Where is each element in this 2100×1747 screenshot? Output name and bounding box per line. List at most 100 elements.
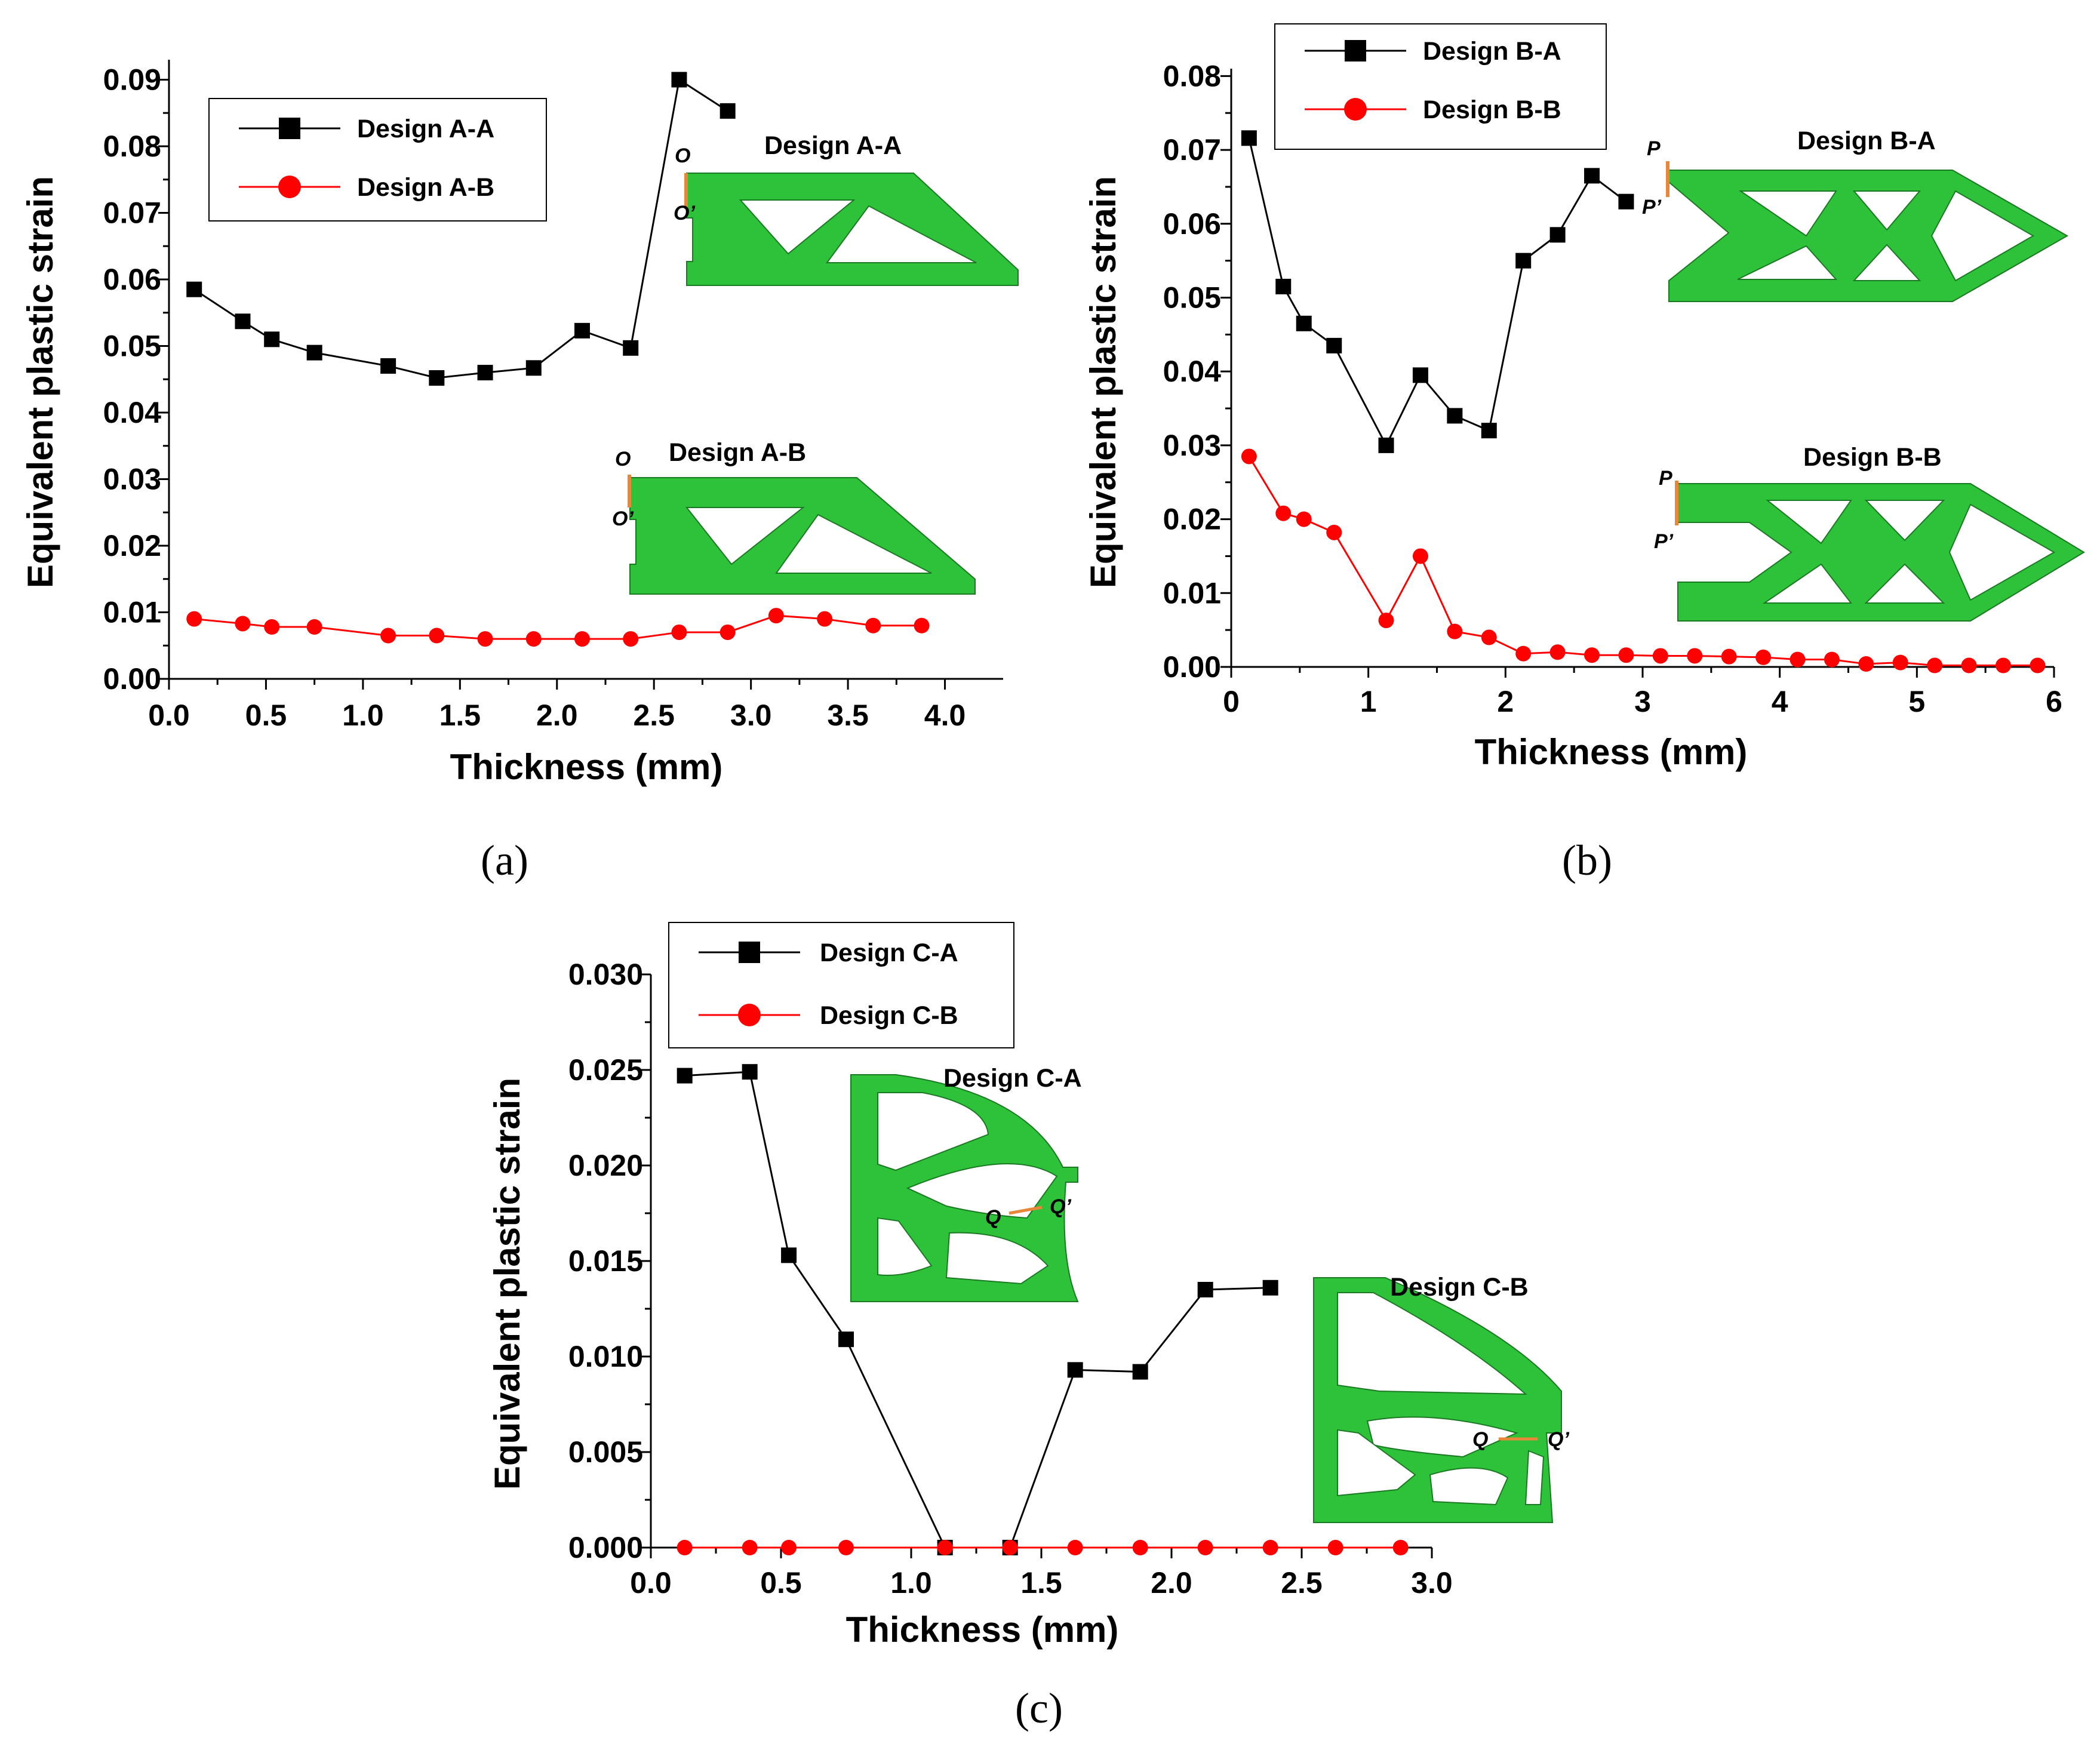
chart-c-marks: 0.0 0.5 1.0 1.5 2.0 2.5 3.0 0.000 0.005 0.010 0.01… — [568, 958, 1453, 1600]
chart-b-marks: 0 1 2 3 4 5 6 0.00 0.01 0.02 0.03 0.04 0.05 0.06 0.07 0… — [1163, 59, 2062, 718]
chart-b-series-2-point — [2030, 657, 2046, 673]
chart-b-series-2-point — [1652, 648, 1668, 664]
chart-a-series-2-point — [186, 611, 202, 627]
chart-b-y-tick-label: 0.08 — [1163, 59, 1221, 93]
inset-b-b-point-top: P — [1659, 467, 1672, 490]
chart-b-series-2-point — [1378, 613, 1394, 629]
chart-b-y-tick-label: 0.06 — [1163, 207, 1221, 241]
chart-c-series-2-point — [781, 1540, 797, 1555]
chart-a-y-tick-label: 0.06 — [103, 263, 161, 296]
inset-b-a-point-top: P — [1647, 137, 1661, 160]
chart-c-x-tick-label: 2.0 — [1151, 1566, 1192, 1600]
chart-b-series-1-point — [1241, 130, 1257, 146]
chart-a-xlabel: Thickness (mm) — [450, 747, 723, 787]
chart-b-y-tick-label: 0.05 — [1163, 281, 1221, 314]
chart-panel-c: 0.0 0.5 1.0 1.5 2.0 2.5 3.0 0.000 0.005 0.010 0.01… — [487, 922, 1569, 1732]
chart-a-y-tick-label: 0.01 — [103, 595, 161, 629]
legend-c-label-series-1: Design C-A — [820, 939, 958, 967]
chart-a-x-tick-label: 3.0 — [730, 699, 772, 732]
panel-label-c: (c) — [1015, 1684, 1063, 1732]
chart-c-y-tick-label: 0.010 — [568, 1340, 643, 1373]
chart-b-series-2-point — [1858, 656, 1874, 672]
chart-c-series-1-point — [838, 1331, 854, 1348]
chart-c-series-2-point — [838, 1540, 854, 1555]
chart-b-ylabel: Equivalent plastic strain — [1083, 176, 1123, 588]
inset-a-b-point-bottom: O’ — [612, 508, 634, 530]
chart-c-y-tick-label: 0.020 — [568, 1149, 643, 1182]
chart-b-series-1-point — [1275, 278, 1292, 294]
chart-a-series-2-point — [865, 617, 881, 633]
inset-c-b-point-right: Q’ — [1548, 1428, 1569, 1451]
chart-c-y-tick-label: 0.025 — [568, 1053, 643, 1087]
inset-design-a-b: Design A-B O O’ — [612, 438, 976, 595]
chart-c-series-1-point — [1262, 1280, 1278, 1296]
chart-b-series-1-point — [1447, 408, 1463, 424]
chart-b-series-2-point — [1618, 647, 1634, 663]
inset-design-c-b: Design C-B Q Q’ — [1313, 1273, 1569, 1523]
legend-a-marker-series-1 — [279, 118, 300, 139]
chart-c-series-2-point — [1197, 1540, 1213, 1555]
inset-design-c-a: Design C-A Q Q’ — [850, 1064, 1082, 1302]
inset-a-a-title: Design A-A — [764, 131, 902, 160]
chart-a-series-2-point — [306, 619, 322, 635]
chart-c-ylabel: Equivalent plastic strain — [487, 1078, 527, 1490]
chart-b-x-tick-label: 1 — [1360, 685, 1377, 718]
chart-c-x-tick-label: 0.0 — [630, 1566, 672, 1600]
chart-a-series-1-point — [186, 281, 202, 297]
chart-b-legend: Design B-A Design B-B — [1274, 23, 1607, 150]
chart-a-x-tick-label: 0.0 — [148, 699, 190, 732]
chart-b-series-2-point — [1275, 505, 1292, 521]
chart-a-x-tick-label: 4.0 — [924, 699, 966, 732]
chart-b-series-1-point — [1412, 367, 1428, 383]
chart-c-x-tick-label: 0.5 — [760, 1566, 802, 1600]
chart-b-series-2-point — [1549, 644, 1566, 660]
chart-a-x-tick-label: 0.5 — [245, 699, 287, 732]
chart-a-series-2-point — [429, 628, 445, 644]
inset-b-b-point-bottom: P’ — [1654, 530, 1674, 553]
chart-a-x-tick-label: 1.0 — [342, 699, 384, 732]
chart-b-y-tick-label: 0.00 — [1163, 650, 1221, 684]
chart-b-series-2-point — [1584, 647, 1600, 663]
chart-panel-b: 0 1 2 3 4 5 6 0.00 0.01 0.02 0.03 0.04 0.05 0.06 0.07 0… — [1083, 23, 2085, 884]
chart-c-x-tick-label: 1.5 — [1020, 1566, 1062, 1600]
chart-a-y-tick-label: 0.00 — [103, 662, 161, 696]
chart-b-series-2-point — [1481, 629, 1497, 645]
chart-b-series-1-point — [1515, 253, 1532, 269]
chart-c-series-1-point — [677, 1068, 693, 1084]
chart-a-ylabel: Equivalent plastic strain — [20, 176, 60, 588]
chart-a-series-2-point — [914, 617, 930, 633]
chart-b-x-tick-label: 3 — [1634, 685, 1651, 718]
chart-c-series-1-point — [1067, 1362, 1083, 1378]
chart-c-series-2-point — [742, 1540, 758, 1555]
legend-a-marker-series-2 — [278, 176, 301, 198]
chart-b-x-tick-label: 2 — [1497, 685, 1514, 718]
chart-a-marks: 0.0 0.5 1.0 1.5 2.0 2.5 3.0 3.5 4.0 0.00 0.01 0.02 0… — [103, 60, 1003, 732]
chart-a-series-2-point — [817, 611, 833, 627]
chart-a-y-tick-label: 0.07 — [103, 196, 161, 229]
chart-c-y-tick-label: 0.015 — [568, 1244, 643, 1278]
chart-a-series-2-line — [194, 614, 922, 640]
legend-c-label-series-2: Design C-B — [820, 1001, 958, 1030]
chart-a-series-2-point — [264, 619, 280, 635]
chart-b-series-1-point — [1481, 423, 1497, 439]
inset-c-b-point-left: Q — [1472, 1428, 1488, 1451]
inset-c-a-point-left: Q — [985, 1206, 1001, 1229]
chart-b-series-1-point — [1618, 193, 1634, 210]
chart-b-series-1-point — [1584, 168, 1600, 184]
inset-a-b-point-top: O — [615, 448, 631, 470]
chart-a-series-2-point — [380, 628, 396, 644]
chart-c-series-1-point — [1132, 1364, 1148, 1380]
chart-a-series-1-point — [429, 370, 445, 386]
chart-b-x-tick-label: 5 — [1908, 685, 1925, 718]
chart-a-series-1-point — [380, 358, 396, 374]
chart-b-series-1-point — [1296, 315, 1312, 331]
chart-a-x-tick-label: 3.5 — [827, 699, 869, 732]
legend-a-label-series-2: Design A-B — [357, 173, 494, 202]
chart-b-x-tick-label: 6 — [2046, 685, 2062, 718]
chart-c-series-1-point — [781, 1247, 797, 1263]
legend-b-marker-series-1 — [1345, 40, 1366, 61]
inset-b-a-point-bottom: P’ — [1642, 196, 1662, 219]
chart-b-y-tick-label: 0.03 — [1163, 429, 1221, 462]
chart-b-xlabel: Thickness (mm) — [1475, 732, 1748, 772]
